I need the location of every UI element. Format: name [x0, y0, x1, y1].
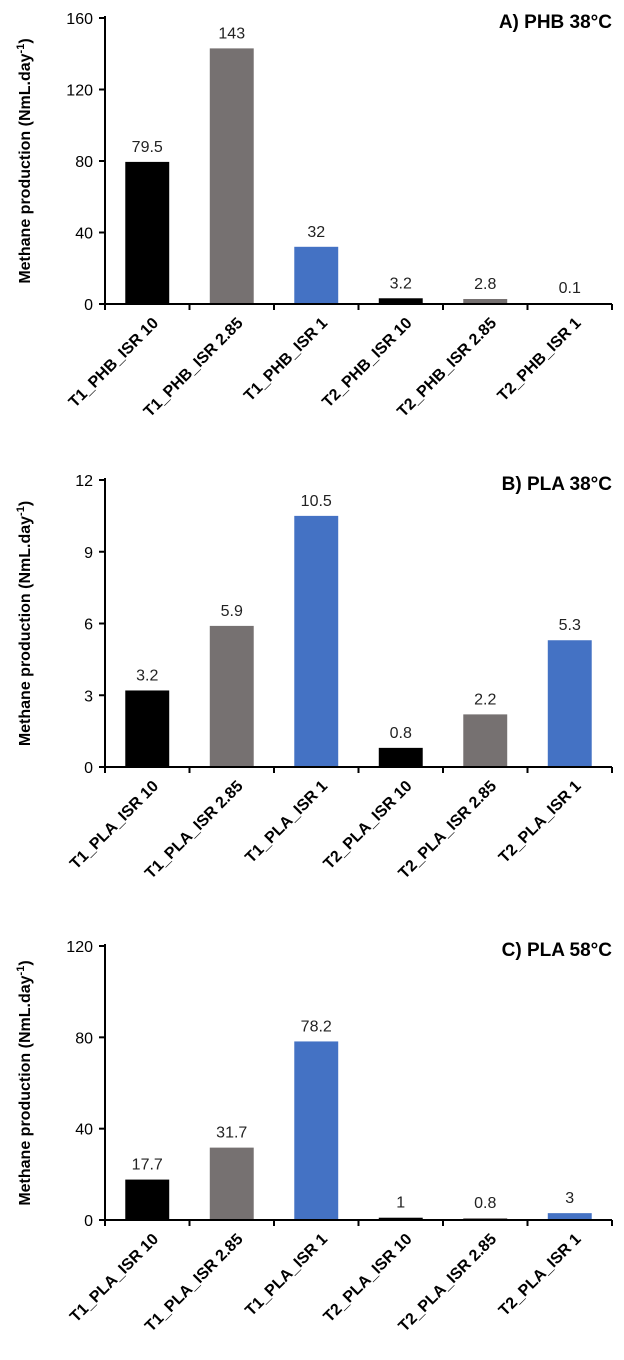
y-axis-label-text: Methane production (NmL.day — [17, 975, 34, 1205]
data-label: 143 — [218, 25, 245, 42]
chart-title: A) PHB 38°C — [499, 12, 612, 33]
data-label: 31.7 — [216, 1125, 247, 1142]
data-label: 5.9 — [221, 603, 243, 620]
y-tick-label: 40 — [75, 1122, 93, 1139]
y-axis-label-text: Methane production (NmL.day — [17, 53, 34, 283]
y-tick-label: 120 — [66, 83, 93, 100]
data-label: 17.7 — [132, 1157, 163, 1174]
x-tick-label: T1_PHB_ISR 10 — [66, 315, 162, 411]
x-tick-label: T2_PHB_ISR 10 — [319, 315, 415, 411]
data-label: 3 — [565, 1190, 574, 1207]
bar — [209, 625, 254, 767]
x-tick-label: T1_PLA_ISR 10 — [67, 778, 162, 873]
bar — [294, 515, 339, 767]
x-tick-label: T2_PHB_ISR 1 — [495, 315, 585, 405]
y-tick-label: 80 — [75, 1030, 93, 1047]
data-label: 79.5 — [132, 139, 163, 156]
chart-b-pla-38: 3.2 5.9 10.5 0.8 2.2 5.3 0 3 6 9 12 T1_PLA_ISR 10 T1… — [15, 473, 613, 882]
chart-a-phb-38: 79.5 143 32 3.2 2.8 0.1 0 40 80 120 160 T1_PHB_ISR … — [15, 11, 613, 421]
y-axis-label-superscript: -1 — [15, 966, 27, 976]
y-tick-label: 12 — [75, 473, 93, 490]
chart-title: C) PLA 58°C — [502, 940, 613, 961]
bar — [378, 747, 423, 767]
y-tick-label: 3 — [84, 688, 93, 705]
data-label: 0.8 — [390, 725, 412, 742]
bar — [378, 1217, 423, 1220]
y-axis-label-superscript: -1 — [15, 44, 27, 54]
y-axis-label: Methane production (NmL.day-1) — [15, 960, 34, 1205]
data-label: 3.2 — [136, 667, 158, 684]
chart-c-pla-58: 17.7 31.7 78.2 1 0.8 3 0 40 80 120 T1_PLA_ISR 10 T1… — [15, 939, 613, 1335]
y-tick-label: 0 — [84, 760, 93, 777]
y-tick-label: 6 — [84, 617, 93, 634]
bar — [547, 640, 592, 767]
chart-title: B) PLA 38°C — [502, 474, 613, 495]
y-tick-label: 0 — [84, 297, 93, 314]
y-axis-label-superscript: -1 — [15, 506, 27, 516]
bar — [294, 246, 339, 304]
y-axis-label: Methane production (NmL.day-1) — [15, 501, 34, 746]
y-tick-label: 40 — [75, 226, 93, 243]
x-tick-label: T1_PLA_ISR 10 — [67, 1231, 162, 1326]
data-label: 2.8 — [474, 276, 496, 293]
data-label: 10.5 — [301, 493, 332, 510]
x-tick-label: T2_PLA_ISR 10 — [321, 778, 416, 873]
bar — [463, 298, 508, 304]
bar — [209, 1147, 254, 1220]
x-tick-label: T1_PHB_ISR 1 — [241, 315, 331, 405]
bar — [378, 298, 423, 304]
y-axis-label-close: ) — [17, 501, 34, 506]
x-tick-label: T1_PLA_ISR 1 — [242, 1231, 331, 1320]
bar — [547, 1213, 592, 1220]
bar — [294, 1041, 339, 1220]
data-label: 0.1 — [559, 280, 581, 297]
data-label: 1 — [396, 1195, 405, 1212]
data-label: 3.2 — [390, 275, 412, 292]
data-label: 32 — [307, 224, 325, 241]
x-tick-label: T2_PLA_ISR 1 — [496, 778, 585, 867]
data-label: 78.2 — [301, 1018, 332, 1035]
y-axis-label-text: Methane production (NmL.day — [17, 516, 34, 746]
y-axis-label-close: ) — [17, 960, 34, 965]
bar — [209, 48, 254, 305]
bar — [125, 690, 170, 767]
data-label: 5.3 — [559, 617, 581, 634]
data-label: 2.2 — [474, 691, 496, 708]
y-axis-label-close: ) — [17, 38, 34, 43]
y-tick-label: 120 — [66, 939, 93, 956]
y-tick-label: 160 — [66, 11, 93, 28]
y-tick-label: 0 — [84, 1213, 93, 1230]
bar — [125, 161, 170, 304]
y-tick-label: 80 — [75, 154, 93, 171]
x-tick-label: T1_PLA_ISR 1 — [242, 778, 331, 867]
x-tick-label: T2_PLA_ISR 1 — [496, 1231, 585, 1320]
y-tick-label: 9 — [84, 545, 93, 562]
bar — [125, 1179, 170, 1220]
data-label: 0.8 — [474, 1195, 496, 1212]
y-axis-label: Methane production (NmL.day-1) — [15, 38, 34, 283]
x-tick-label: T2_PLA_ISR 10 — [321, 1231, 416, 1326]
bar — [463, 714, 508, 767]
